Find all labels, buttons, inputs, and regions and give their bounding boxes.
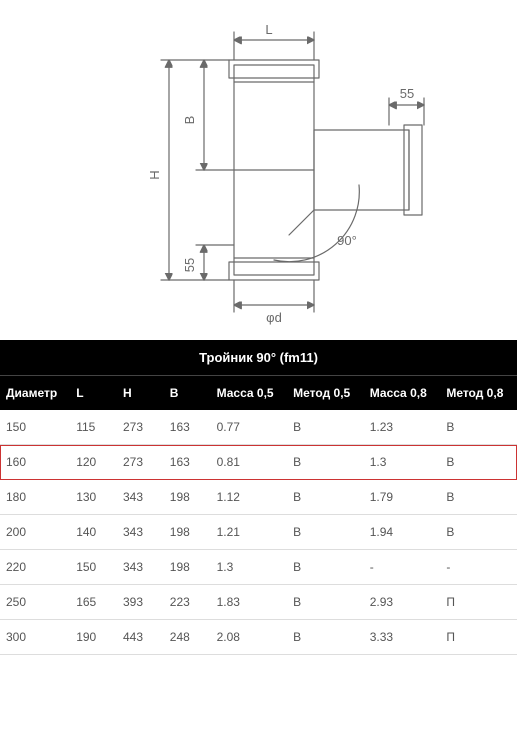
- table-cell: 1.3: [211, 550, 288, 585]
- col-header: Метод 0,8: [440, 376, 517, 411]
- col-header: Диаметр: [0, 376, 70, 411]
- table-cell: 1.94: [364, 515, 441, 550]
- table-row: 1501152731630.77В1.23В: [0, 410, 517, 445]
- table-cell: В: [287, 585, 364, 620]
- table-cell: 273: [117, 410, 164, 445]
- table-cell: В: [287, 410, 364, 445]
- table-cell: 180: [0, 480, 70, 515]
- table-cell: 198: [164, 480, 211, 515]
- table-cell: 343: [117, 515, 164, 550]
- svg-text:90°: 90°: [337, 233, 357, 248]
- col-header: Метод 0,5: [287, 376, 364, 411]
- svg-text:55: 55: [182, 258, 197, 272]
- svg-text:φd: φd: [266, 310, 282, 325]
- table-cell: В: [287, 480, 364, 515]
- spec-table: Тройник 90° (fm11) ДиаметрLHBМасса 0,5Ме…: [0, 340, 517, 655]
- table-cell: В: [287, 515, 364, 550]
- table-cell: В: [287, 550, 364, 585]
- table-cell: 393: [117, 585, 164, 620]
- table-cell: 2.08: [211, 620, 288, 655]
- table-cell: 1.23: [364, 410, 441, 445]
- table-cell: 1.83: [211, 585, 288, 620]
- table-cell: 0.81: [211, 445, 288, 480]
- table-cell: 200: [0, 515, 70, 550]
- table-cell: В: [440, 515, 517, 550]
- table-cell: 150: [0, 410, 70, 445]
- table-cell: 300: [0, 620, 70, 655]
- table-row: 1801303431981.12В1.79В: [0, 480, 517, 515]
- table-body: 1501152731630.77В1.23В1601202731630.81В1…: [0, 410, 517, 655]
- table-cell: 250: [0, 585, 70, 620]
- table-cell: 163: [164, 445, 211, 480]
- table-cell: 343: [117, 480, 164, 515]
- table-cell: 1.21: [211, 515, 288, 550]
- svg-text:55: 55: [399, 86, 413, 101]
- table-cell: 198: [164, 515, 211, 550]
- table-cell: 1.12: [211, 480, 288, 515]
- table-cell: В: [440, 410, 517, 445]
- table-cell: 0.77: [211, 410, 288, 445]
- table-cell: 120: [70, 445, 117, 480]
- technical-drawing: L 55 H B 55 90° φd: [0, 0, 517, 340]
- col-header: B: [164, 376, 211, 411]
- table-cell: 273: [117, 445, 164, 480]
- col-header: Масса 0,8: [364, 376, 441, 411]
- col-header: Масса 0,5: [211, 376, 288, 411]
- table-cell: 163: [164, 410, 211, 445]
- table-cell: 115: [70, 410, 117, 445]
- table-cell: 220: [0, 550, 70, 585]
- table-cell: 2.93: [364, 585, 441, 620]
- table-cell: -: [440, 550, 517, 585]
- table-cell: В: [287, 620, 364, 655]
- table-header-row: ДиаметрLHBМасса 0,5Метод 0,5Масса 0,8Мет…: [0, 376, 517, 411]
- table-cell: 248: [164, 620, 211, 655]
- table-cell: -: [364, 550, 441, 585]
- col-header: H: [117, 376, 164, 411]
- svg-text:H: H: [147, 170, 162, 179]
- table-cell: 443: [117, 620, 164, 655]
- svg-text:L: L: [265, 22, 272, 37]
- table-cell: 223: [164, 585, 211, 620]
- svg-text:B: B: [182, 116, 197, 125]
- table-cell: В: [440, 445, 517, 480]
- table-cell: В: [287, 445, 364, 480]
- table-cell: 165: [70, 585, 117, 620]
- table-cell: 130: [70, 480, 117, 515]
- table-cell: 1.3: [364, 445, 441, 480]
- table-cell: 198: [164, 550, 211, 585]
- col-header: L: [70, 376, 117, 411]
- table-cell: В: [440, 480, 517, 515]
- table-row: 2201503431981.3В--: [0, 550, 517, 585]
- table-cell: 1.79: [364, 480, 441, 515]
- table-cell: П: [440, 620, 517, 655]
- table-cell: 3.33: [364, 620, 441, 655]
- table-row: 2001403431981.21В1.94В: [0, 515, 517, 550]
- table-row: 3001904432482.08В3.33П: [0, 620, 517, 655]
- tee-fitting-svg: L 55 H B 55 90° φd: [59, 10, 459, 330]
- table-title: Тройник 90° (fm11): [0, 340, 517, 376]
- table-cell: 343: [117, 550, 164, 585]
- table-cell: 160: [0, 445, 70, 480]
- table-cell: 150: [70, 550, 117, 585]
- table-row: 1601202731630.81В1.3В: [0, 445, 517, 480]
- table-cell: 140: [70, 515, 117, 550]
- table-cell: 190: [70, 620, 117, 655]
- table-row: 2501653932231.83В2.93П: [0, 585, 517, 620]
- table-cell: П: [440, 585, 517, 620]
